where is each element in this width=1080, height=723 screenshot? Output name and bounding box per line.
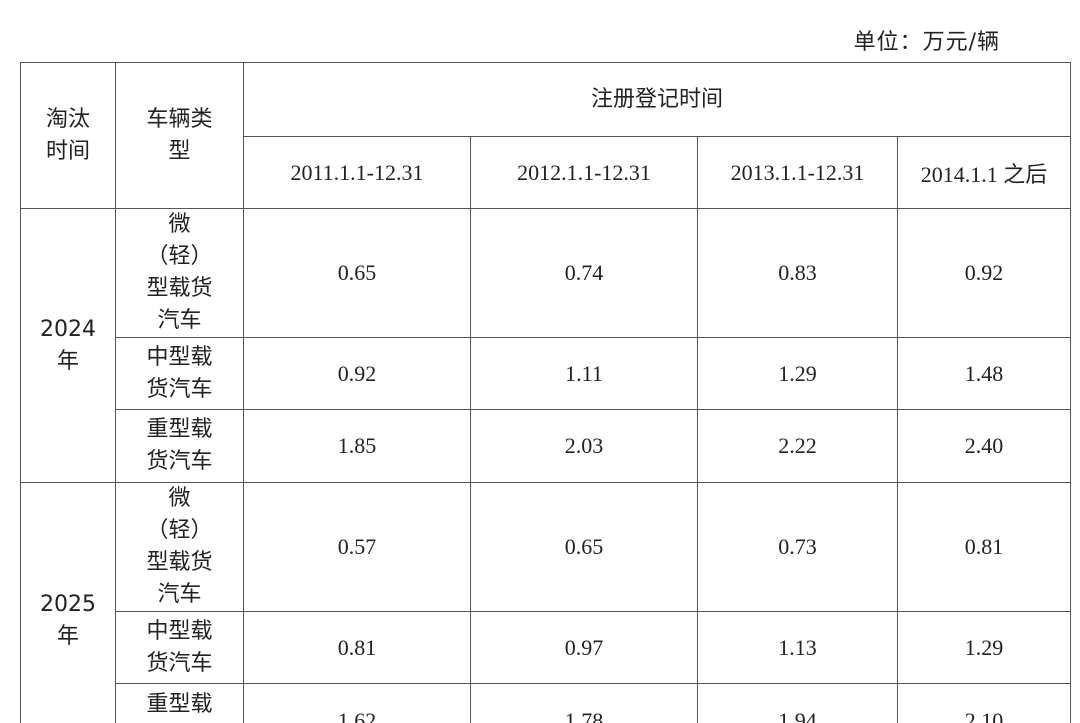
value-cell: 0.81 xyxy=(896,482,1072,612)
value-cell: 1.85 xyxy=(243,409,471,483)
type-cell: 中型载货汽车 xyxy=(115,611,244,684)
value-cell: 1.29 xyxy=(896,611,1072,684)
unit-note: 单位：万元/辆 xyxy=(853,30,1000,55)
header-row: 淘汰时间 车辆类型 注册登记时间 xyxy=(20,62,1072,209)
header-cell: 注册登记时间 xyxy=(242,62,1072,137)
type-text: 微（轻）型载货汽车 xyxy=(146,212,213,333)
value-cell: 1.11 xyxy=(470,337,698,410)
type-cell: 重型载货汽车 xyxy=(115,409,244,483)
value-cell: 2.40 xyxy=(896,409,1072,483)
value-cell: 2.03 xyxy=(470,409,698,483)
year-text: 2024年 xyxy=(40,316,96,374)
period-header: 2011.1.1-12.31 xyxy=(243,136,471,209)
value-cell: 0.57 xyxy=(243,482,471,612)
value-cell: 0.97 xyxy=(470,611,698,684)
type-cell: 重型载货汽车 xyxy=(115,683,244,723)
table-body: 2024年 微（轻）型载货汽车 0.65 0.74 0.83 0.92 中型载货汽车 0.92… xyxy=(20,208,1072,723)
value-cell: 0.73 xyxy=(697,482,898,612)
value-cell: 0.92 xyxy=(896,208,1072,338)
value-cell: 1.94 xyxy=(697,683,898,723)
table-row: 中型载货汽车 0.81 0.97 1.13 1.29 xyxy=(21,611,1072,684)
value-cell: 1.78 xyxy=(470,683,698,723)
value-cell: 1.29 xyxy=(697,337,898,410)
value-cell: 1.48 xyxy=(896,337,1072,410)
value-cell: 2.22 xyxy=(697,409,898,483)
value-cell: 0.65 xyxy=(243,208,471,338)
value-cell: 1.62 xyxy=(243,683,471,723)
type-text: 重型载货汽车 xyxy=(146,692,213,717)
table-row: 中型载货汽车 0.92 1.11 1.29 1.48 xyxy=(21,337,1072,410)
header-cell: 车辆类型 xyxy=(115,62,244,209)
type-cell: 中型载货汽车 xyxy=(115,337,244,410)
type-cell: 微（轻）型载货汽车 xyxy=(115,482,244,612)
value-cell: 0.65 xyxy=(470,482,698,612)
value-cell: 2.10 xyxy=(896,683,1072,723)
period-header: 2013.1.1-12.31 xyxy=(697,136,898,209)
table-row: 重型载货汽车 1.621.781.942.10 xyxy=(21,683,1072,723)
table-row: 2024年 微（轻）型载货汽车 0.65 0.74 0.83 0.92 xyxy=(20,208,1072,483)
period-header: 2012.1.1-12.31 xyxy=(470,136,698,209)
period-header: 2014.1.1 之后 xyxy=(896,136,1072,209)
header-text: 淘汰时间 xyxy=(45,106,90,164)
type-cell: 微（轻）型载货汽车 xyxy=(115,208,244,338)
header-cell: 淘汰时间 xyxy=(20,62,116,209)
header-text: 车辆类型 xyxy=(146,106,213,164)
table-row: 重型载货汽车 1.85 2.03 2.22 2.40 xyxy=(21,409,1072,483)
value-cell: 1.13 xyxy=(697,611,898,684)
value-cell: 0.74 xyxy=(470,208,698,338)
year-text: 2025年 xyxy=(40,591,96,649)
year-cell: 2025年 xyxy=(20,482,116,723)
type-text: 中型载货汽车 xyxy=(146,618,213,676)
value-cell: 0.92 xyxy=(243,337,471,410)
table: 淘汰时间 车辆类型 注册登记时间 2011.1.1-12.31 2012.1.1-… xyxy=(20,62,1072,723)
type-text: 中型载货汽车 xyxy=(146,344,213,402)
type-text: 微（轻）型载货汽车 xyxy=(146,486,213,607)
value-cell: 0.83 xyxy=(697,208,898,338)
year-cell: 2024年 xyxy=(20,208,116,483)
type-text: 重型载货汽车 xyxy=(146,417,213,474)
table-row: 2025年 微（轻）型载货汽车 0.57 0.65 0.73 0.81 xyxy=(20,482,1072,723)
value-cell: 0.81 xyxy=(243,611,471,684)
